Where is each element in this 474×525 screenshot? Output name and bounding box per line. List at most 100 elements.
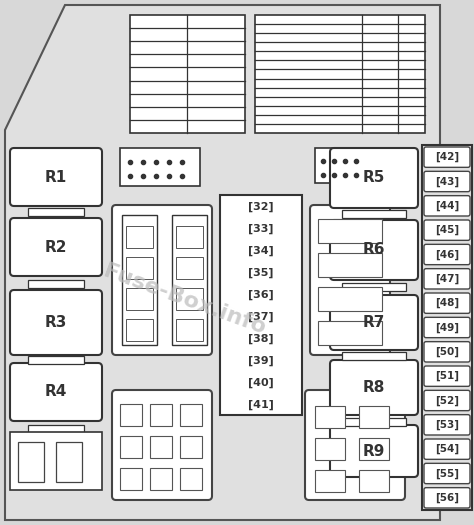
Bar <box>180 404 202 426</box>
Text: [33]: [33] <box>248 224 274 234</box>
Bar <box>318 219 382 243</box>
Text: [50]: [50] <box>435 346 459 357</box>
FancyBboxPatch shape <box>424 244 470 265</box>
Text: Fuse-Box.info: Fuse-Box.info <box>101 261 269 339</box>
Text: R4: R4 <box>45 384 67 400</box>
Bar <box>176 288 203 310</box>
Bar <box>28 356 84 364</box>
Bar <box>126 288 153 310</box>
Text: [47]: [47] <box>435 274 459 284</box>
Bar <box>150 468 172 490</box>
Bar <box>359 406 389 428</box>
Bar <box>176 257 203 279</box>
Bar <box>120 148 200 186</box>
Text: [38]: [38] <box>248 334 274 344</box>
FancyBboxPatch shape <box>10 290 102 355</box>
Bar <box>255 15 425 133</box>
Text: [42]: [42] <box>435 152 459 162</box>
FancyBboxPatch shape <box>330 295 418 350</box>
Bar <box>315 406 345 428</box>
Bar <box>180 468 202 490</box>
Text: [41]: [41] <box>248 400 274 410</box>
Bar <box>28 280 84 288</box>
Bar <box>176 226 203 248</box>
Bar <box>130 15 245 133</box>
Text: R1: R1 <box>45 170 67 184</box>
FancyBboxPatch shape <box>424 171 470 192</box>
FancyBboxPatch shape <box>10 148 102 206</box>
FancyBboxPatch shape <box>330 360 418 415</box>
Bar <box>28 425 84 433</box>
FancyBboxPatch shape <box>330 425 418 477</box>
Bar <box>315 438 345 460</box>
FancyBboxPatch shape <box>112 390 212 500</box>
Text: [55]: [55] <box>435 468 459 479</box>
Text: [46]: [46] <box>435 249 459 260</box>
FancyBboxPatch shape <box>10 218 102 276</box>
Text: [49]: [49] <box>435 322 459 333</box>
Bar <box>180 436 202 458</box>
Text: R3: R3 <box>45 315 67 330</box>
Text: [52]: [52] <box>435 395 459 406</box>
FancyBboxPatch shape <box>330 220 418 280</box>
Bar <box>359 438 389 460</box>
Bar <box>10 432 102 490</box>
Bar <box>172 215 207 345</box>
FancyBboxPatch shape <box>424 293 470 313</box>
Text: [32]: [32] <box>248 202 274 212</box>
Bar <box>315 148 370 183</box>
Text: [37]: [37] <box>248 312 274 322</box>
Text: [40]: [40] <box>248 378 274 388</box>
Bar <box>56 442 82 482</box>
Bar <box>342 352 406 360</box>
Bar <box>342 418 406 426</box>
Text: [35]: [35] <box>248 268 274 278</box>
Text: [51]: [51] <box>435 371 459 381</box>
Text: [45]: [45] <box>435 225 459 235</box>
Bar <box>126 257 153 279</box>
Text: [39]: [39] <box>248 356 274 366</box>
Bar <box>342 283 406 291</box>
Text: R5: R5 <box>363 171 385 185</box>
Text: [53]: [53] <box>435 419 459 430</box>
Bar <box>18 442 44 482</box>
Text: [44]: [44] <box>435 201 459 211</box>
Text: [56]: [56] <box>435 492 459 503</box>
Text: [43]: [43] <box>435 176 459 186</box>
Bar <box>28 208 84 216</box>
Bar <box>126 226 153 248</box>
Text: R9: R9 <box>363 444 385 458</box>
FancyBboxPatch shape <box>10 363 102 421</box>
FancyBboxPatch shape <box>424 147 470 167</box>
FancyBboxPatch shape <box>424 415 470 435</box>
Bar <box>359 470 389 492</box>
Polygon shape <box>5 5 440 520</box>
Bar <box>120 436 142 458</box>
FancyBboxPatch shape <box>112 205 212 355</box>
Bar <box>150 404 172 426</box>
Bar <box>176 319 203 341</box>
FancyBboxPatch shape <box>424 488 470 508</box>
FancyBboxPatch shape <box>305 390 405 500</box>
Bar <box>126 319 153 341</box>
FancyBboxPatch shape <box>424 366 470 386</box>
Text: [54]: [54] <box>435 444 459 454</box>
Bar <box>150 436 172 458</box>
Text: [48]: [48] <box>435 298 459 308</box>
Text: R6: R6 <box>363 243 385 257</box>
FancyBboxPatch shape <box>424 317 470 338</box>
FancyBboxPatch shape <box>330 148 418 208</box>
Bar <box>318 287 382 311</box>
Text: R8: R8 <box>363 380 385 395</box>
Text: R2: R2 <box>45 239 67 255</box>
Bar <box>318 321 382 345</box>
Text: R7: R7 <box>363 315 385 330</box>
Bar <box>422 145 472 510</box>
Bar <box>342 210 406 218</box>
FancyBboxPatch shape <box>424 269 470 289</box>
FancyBboxPatch shape <box>424 390 470 411</box>
FancyBboxPatch shape <box>424 342 470 362</box>
Bar <box>120 404 142 426</box>
FancyBboxPatch shape <box>424 439 470 459</box>
Bar <box>122 215 157 345</box>
